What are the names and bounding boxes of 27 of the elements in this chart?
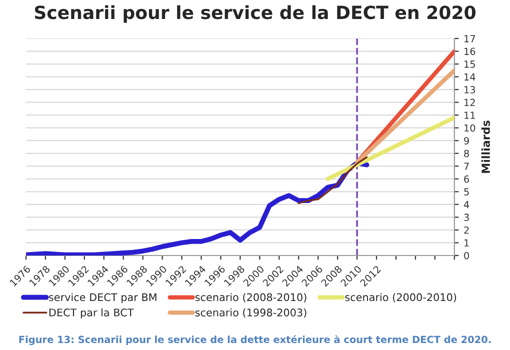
- y-tick-label: 3: [464, 214, 469, 222]
- legend-label: scenario (1998-2003): [195, 308, 306, 318]
- legend-label: scenario (2008-2010): [195, 293, 306, 302]
- y-tick-label: 7: [464, 162, 469, 170]
- y-tick-label: 6: [464, 175, 470, 183]
- y-tick-label: 8: [464, 150, 469, 158]
- y-tick-label: 10: [464, 124, 476, 132]
- y-tick-label: 4: [464, 201, 470, 208]
- y-tick-label: 0: [464, 252, 469, 260]
- y-tick-label: 12: [464, 98, 475, 106]
- y-tick-label: 16: [464, 48, 476, 56]
- y-tick-label: 2: [464, 226, 469, 234]
- y-tick-label: 15: [464, 60, 475, 68]
- y-tick-label: 5: [464, 188, 469, 196]
- legend-label: service DECT par BM: [49, 293, 156, 304]
- y-tick-label: 14: [464, 73, 476, 80]
- y-tick-label: 1: [464, 239, 469, 246]
- line-series: [298, 156, 368, 204]
- y-tick-label: 11: [464, 112, 475, 119]
- chart-title: Scenarii pour le service de la DECT en 2020: [34, 5, 476, 23]
- legend-label: DECT par la BCT: [49, 308, 134, 318]
- y-axis-title: Milliards: [481, 120, 490, 173]
- caption: Figure 13: Scenarii pour le service de la dette extérieure à court terme DECT de 2020.: [19, 335, 491, 346]
- y-tick-label: 13: [464, 86, 476, 94]
- y-tick-label: 17: [464, 35, 475, 42]
- legend-label: scenario (2000-2010): [345, 293, 456, 302]
- y-tick-label: 9: [464, 137, 469, 144]
